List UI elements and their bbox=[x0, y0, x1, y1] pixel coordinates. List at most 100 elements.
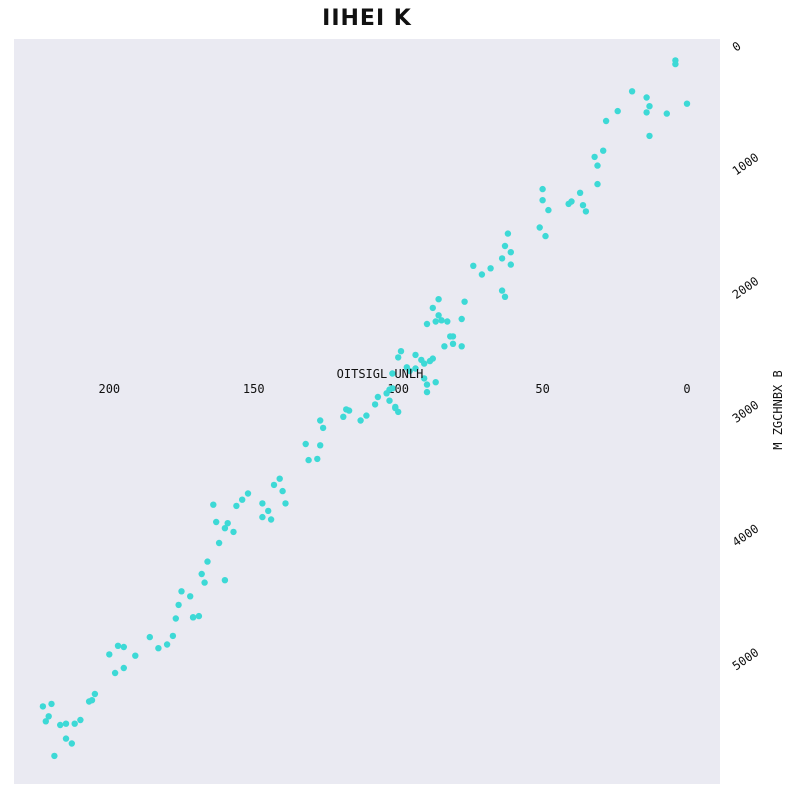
scatter-point bbox=[187, 593, 194, 600]
scatter-point bbox=[441, 343, 448, 350]
scatter-point bbox=[646, 103, 653, 110]
scatter-point bbox=[343, 406, 350, 413]
scatter-point bbox=[392, 404, 399, 412]
scatter-point bbox=[340, 413, 347, 420]
scatter-point bbox=[68, 740, 76, 747]
scatter-point bbox=[423, 320, 431, 328]
y-tick-label: 2000 bbox=[730, 274, 762, 302]
scatter-point bbox=[305, 456, 312, 464]
scatter-point bbox=[435, 312, 442, 319]
scatter-point bbox=[487, 265, 494, 272]
scatter-point bbox=[195, 612, 203, 620]
scatter-point bbox=[432, 318, 439, 325]
scatter-point bbox=[282, 500, 289, 507]
scatter-point bbox=[568, 198, 575, 205]
scatter-point bbox=[106, 651, 113, 658]
scatter-point bbox=[628, 88, 636, 95]
y-tick-label: 0 bbox=[730, 39, 744, 55]
scatter-point bbox=[403, 364, 410, 371]
y-tick-label: 1000 bbox=[730, 150, 762, 178]
y-tick-label: 3000 bbox=[730, 398, 762, 426]
scatter-point bbox=[114, 642, 122, 649]
scatter-point bbox=[591, 153, 598, 161]
scatter-point bbox=[62, 735, 70, 742]
scatter-point bbox=[663, 110, 670, 117]
scatter-point bbox=[111, 669, 119, 677]
scatter-point bbox=[198, 570, 205, 578]
scatter-point bbox=[57, 721, 64, 729]
scatter-point bbox=[412, 351, 419, 359]
scatter-point bbox=[244, 490, 252, 497]
scatter-point bbox=[504, 230, 512, 237]
scatter-point bbox=[397, 348, 405, 355]
scatter-point bbox=[91, 690, 99, 698]
scatter-point bbox=[371, 401, 379, 408]
scatter-point bbox=[421, 360, 428, 367]
scatter-point bbox=[444, 318, 451, 325]
scatter-point bbox=[175, 601, 182, 609]
scatter-point bbox=[357, 417, 364, 424]
scatter-point bbox=[449, 340, 457, 347]
scatter-point bbox=[230, 528, 237, 536]
scatter-point bbox=[270, 481, 278, 489]
scatter-point bbox=[426, 357, 434, 365]
scatter-point bbox=[507, 261, 514, 268]
scatter-point bbox=[447, 333, 454, 340]
scatter-point bbox=[317, 442, 324, 449]
scatter-point bbox=[302, 440, 309, 448]
scatter-point bbox=[383, 390, 390, 397]
x-tick-label: 0 bbox=[683, 382, 690, 396]
scatter-point bbox=[221, 577, 229, 584]
scatter-point bbox=[259, 500, 266, 507]
scatter-point bbox=[363, 412, 370, 419]
scatter-point bbox=[423, 388, 431, 396]
scatter-point bbox=[204, 558, 211, 565]
scatter-point bbox=[146, 633, 153, 641]
scatter-point bbox=[221, 525, 229, 532]
scatter-point bbox=[614, 107, 621, 115]
scatter-point bbox=[545, 206, 552, 214]
scatter-point bbox=[77, 716, 84, 724]
scatter-point bbox=[62, 720, 70, 727]
scatter-point bbox=[429, 304, 436, 312]
scatter-point bbox=[432, 379, 439, 386]
chart-title: IIHEI K bbox=[322, 6, 412, 31]
scatter-points bbox=[39, 57, 691, 760]
y-axis: 0 1000 2000 3000 4000 5000 bbox=[730, 39, 762, 673]
scatter-point bbox=[314, 455, 321, 463]
scatter-point bbox=[536, 224, 543, 231]
scatter-point bbox=[178, 588, 185, 595]
scatter-point bbox=[276, 475, 283, 482]
y-tick-label: 5000 bbox=[730, 645, 762, 673]
scatter-point bbox=[461, 298, 468, 305]
scatter-point bbox=[458, 343, 465, 350]
scatter-point bbox=[594, 162, 601, 169]
scatter-point bbox=[51, 752, 58, 760]
scatter-point bbox=[386, 397, 393, 404]
scatter-point bbox=[672, 60, 679, 68]
scatter-point bbox=[438, 317, 445, 324]
scatter-point bbox=[45, 713, 52, 720]
x-tick-label: 50 bbox=[535, 382, 549, 396]
scatter-point bbox=[507, 249, 514, 256]
scatter-point bbox=[319, 424, 327, 432]
scatter-point bbox=[201, 579, 208, 586]
scatter-point bbox=[594, 180, 601, 188]
scatter-point bbox=[132, 652, 139, 659]
scatter-point bbox=[600, 147, 607, 154]
scatter-point bbox=[239, 496, 246, 503]
scatter-point bbox=[646, 132, 653, 140]
scatter-point bbox=[172, 615, 179, 622]
scatter-point bbox=[478, 271, 486, 278]
y-axis-label: M ZGCHNBX B bbox=[771, 370, 785, 450]
scatter-point bbox=[169, 632, 177, 640]
scatter-point bbox=[374, 393, 382, 401]
scatter-point bbox=[539, 197, 546, 204]
scatter-point bbox=[267, 516, 275, 523]
scatter-point bbox=[602, 117, 610, 125]
scatter-point bbox=[42, 718, 49, 725]
scatter-point bbox=[643, 94, 650, 101]
scatter-point bbox=[501, 242, 509, 250]
scatter-point bbox=[224, 520, 231, 527]
